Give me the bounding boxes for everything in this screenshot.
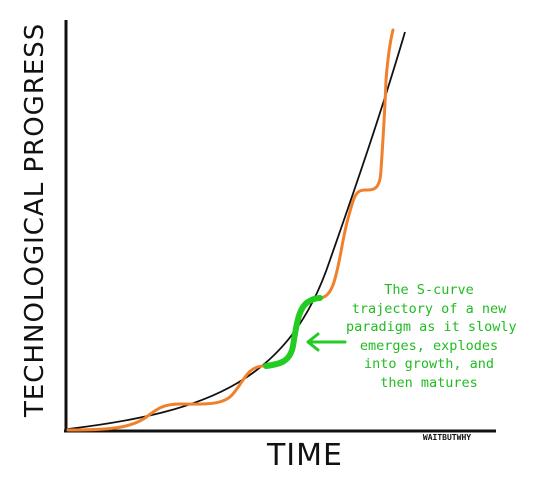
annotation-line: into growth, and xyxy=(363,356,495,372)
brand-tag: WAITBUTWHY xyxy=(422,433,472,442)
exponential-trend-curve xyxy=(67,31,406,430)
y-axis-label: TECHNOLOGICAL PROGRESS xyxy=(20,22,50,417)
highlighted-s-curve xyxy=(263,295,323,369)
s-curve-steps xyxy=(66,28,395,432)
annotation-line: then matures xyxy=(380,374,478,391)
annotation-arrow xyxy=(306,332,347,352)
annotation-line: trajectory of a new xyxy=(351,300,507,317)
annotation-line: paradigm as it slowly xyxy=(346,319,517,335)
annotation-text: The S-curve trajectory of a new paradigm… xyxy=(346,281,517,392)
annotation-line: The S-curve xyxy=(384,282,474,298)
x-axis-label: TIME xyxy=(266,438,343,473)
annotation-line: emerges, explodes xyxy=(359,337,499,354)
